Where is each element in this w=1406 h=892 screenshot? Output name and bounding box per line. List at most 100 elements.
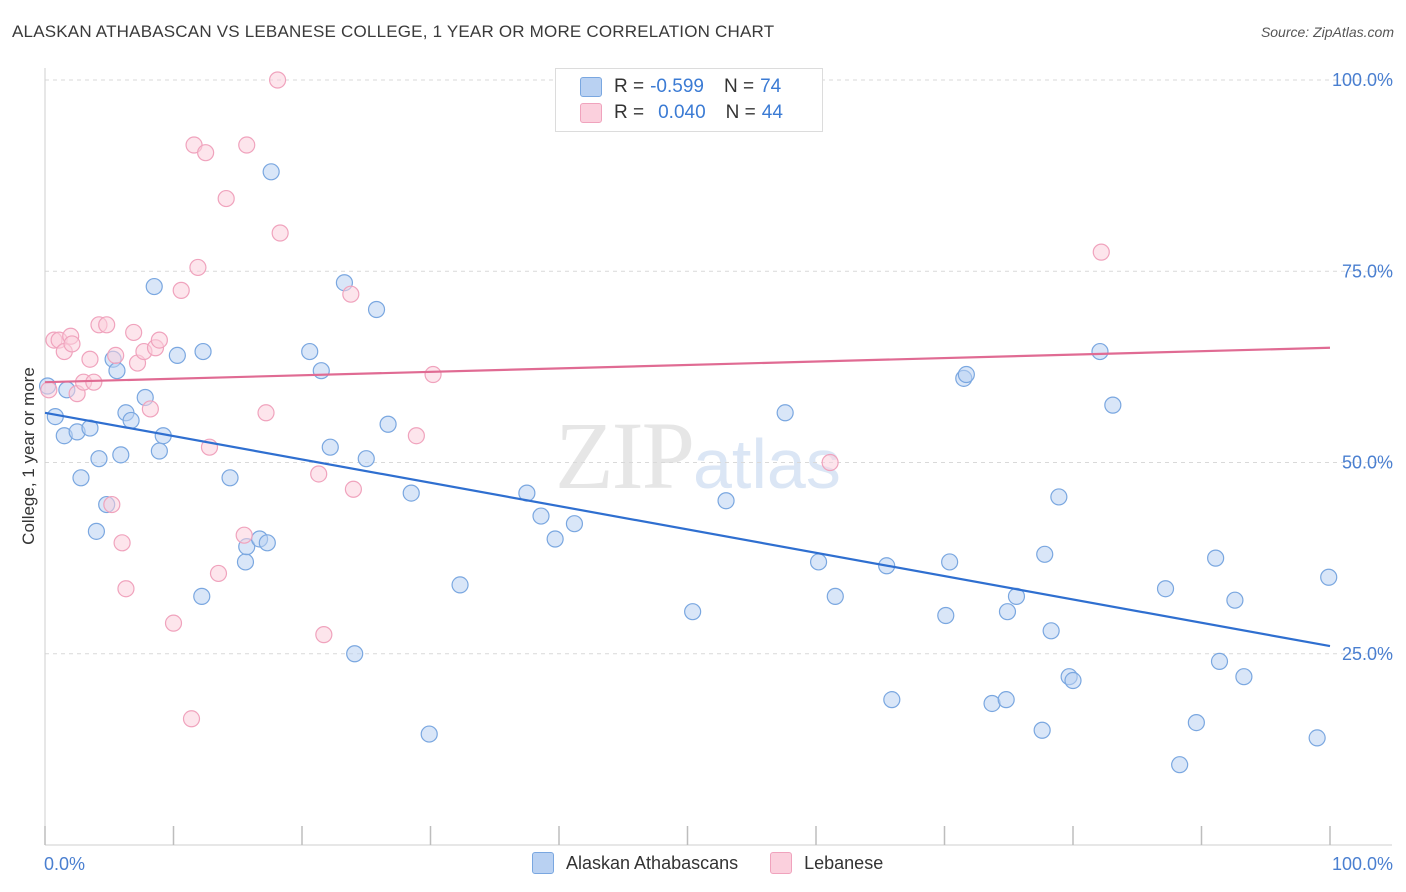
- athabascan-point: [1091, 342, 1109, 361]
- athabascan-point: [1226, 591, 1244, 609]
- athabascan-point: [145, 277, 163, 296]
- correlation-legend: R = -0.599 N = 74 R = 0.040 N = 44: [555, 68, 823, 132]
- athabascan-point: [72, 469, 90, 487]
- athabascan-point: [1207, 549, 1225, 567]
- lebanese-point: [268, 71, 287, 89]
- athabascan-point: [168, 346, 186, 364]
- athabascan-point: [957, 365, 975, 384]
- athabascan-trend-line: [44, 411, 1331, 648]
- athabascan-point: [236, 553, 255, 571]
- lebanese-point: [85, 373, 103, 391]
- lebanese-trend-line: [44, 346, 1331, 384]
- lebanese-point: [1092, 243, 1110, 261]
- athabascan-point: [451, 576, 469, 594]
- chart-title: ALASKAN ATHABASCAN VS LEBANESE COLLEGE, …: [12, 22, 775, 41]
- athabascan-point: [532, 507, 550, 525]
- athabascan-point: [87, 522, 106, 540]
- series-swatch-athabascan: [532, 852, 554, 874]
- series-legend-lebanese: Lebanese: [770, 852, 883, 874]
- lebanese-point: [98, 316, 116, 334]
- athabascan-point: [1156, 580, 1175, 598]
- lebanese-point: [407, 427, 425, 445]
- athabascan-point: [402, 484, 420, 502]
- athabascan-point: [998, 603, 1017, 621]
- athabascan-point: [1064, 671, 1082, 690]
- legend-n-value: 44: [761, 102, 783, 123]
- y-tick-label: 50.0%: [1342, 453, 1393, 473]
- athabascan-point: [1187, 713, 1205, 732]
- lebanese-point: [424, 365, 442, 384]
- lebanese-points: [40, 71, 1110, 728]
- legend-row-lebanese: R = 0.040 N = 44: [580, 101, 783, 125]
- athabascan-point: [1104, 396, 1122, 414]
- athabascan-point: [684, 603, 702, 621]
- athabascan-points: [38, 163, 1338, 774]
- athabascan-point: [941, 553, 959, 571]
- athabascan-point: [346, 645, 364, 663]
- lebanese-point: [271, 224, 289, 242]
- series-swatch-lebanese: [770, 852, 793, 874]
- legend-n-value: 74: [760, 76, 782, 97]
- lebanese-point: [821, 453, 839, 472]
- lebanese-point: [189, 258, 207, 277]
- athabascan-point: [1036, 545, 1054, 563]
- lebanese-point: [103, 495, 121, 514]
- athabascan-point: [997, 691, 1015, 709]
- lebanese-point: [117, 580, 135, 598]
- lebanese-point: [125, 323, 143, 342]
- athabascan-point: [379, 415, 397, 433]
- legend-r-label: R =: [614, 76, 645, 97]
- athabascan-point: [1042, 622, 1060, 640]
- athabascan-point: [108, 362, 126, 380]
- axis-labels: 25.0% 50.0% 75.0% 100.0% 0.0% 100.0% College, …: [19, 70, 1393, 874]
- lebanese-point: [141, 400, 159, 418]
- y-tick-label: 25.0%: [1342, 644, 1393, 664]
- lebanese-point: [315, 626, 333, 644]
- x-tick-label: 0.0%: [44, 854, 85, 874]
- y-axis-label: College, 1 year or more: [19, 367, 38, 545]
- lebanese-point: [113, 534, 131, 552]
- trend-lines: [44, 346, 1331, 648]
- watermark-atlas: atlas: [693, 425, 841, 503]
- athabascan-point: [983, 694, 1001, 713]
- athabascan-point: [262, 163, 280, 181]
- athabascan-point: [112, 446, 130, 464]
- legend-swatch-athabascan: [580, 77, 602, 97]
- legend-n-label: N =: [723, 76, 755, 97]
- athabascan-point: [565, 515, 584, 533]
- legend-r-label: R =: [614, 102, 645, 123]
- lebanese-point: [342, 285, 360, 303]
- athabascan-point: [883, 691, 901, 709]
- legend-n-label: N =: [725, 102, 756, 123]
- legend-swatch-lebanese: [580, 103, 602, 123]
- axes: [44, 68, 1392, 846]
- lebanese-point: [40, 381, 58, 399]
- athabascan-point: [357, 450, 375, 468]
- athabascan-point: [420, 725, 438, 743]
- lebanese-point: [172, 281, 190, 299]
- athabascan-point: [1235, 668, 1253, 686]
- lebanese-point: [235, 526, 253, 544]
- lebanese-point: [344, 480, 362, 498]
- lebanese-point: [164, 614, 183, 632]
- lebanese-point: [257, 404, 275, 422]
- legend-r-value: 0.040: [658, 102, 706, 123]
- series-legend-label: Alaskan Athabascans: [566, 852, 739, 873]
- lebanese-point: [182, 710, 201, 728]
- watermark-zip: ZIP: [555, 402, 695, 509]
- athabascan-point: [776, 404, 794, 422]
- source-label: Source: ZipAtlas.com: [1260, 24, 1394, 40]
- lebanese-point: [81, 350, 99, 368]
- lebanese-point: [209, 564, 228, 583]
- athabascan-point: [809, 553, 828, 571]
- athabascan-point: [1171, 756, 1189, 774]
- y-tick-label: 100.0%: [1332, 70, 1393, 90]
- athabascan-point: [321, 438, 339, 456]
- athabascan-point: [90, 450, 108, 468]
- athabascan-point: [1033, 721, 1051, 739]
- series-legend-athabascan: Alaskan Athabascans: [532, 852, 738, 874]
- lebanese-point: [238, 136, 256, 154]
- athabascan-point: [122, 411, 140, 430]
- lebanese-point: [197, 144, 215, 162]
